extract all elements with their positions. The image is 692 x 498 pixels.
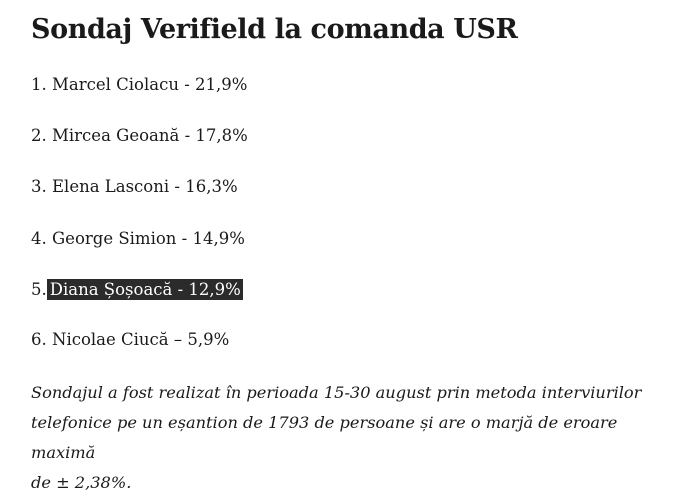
list-item: 1. Marcel Ciolacu - 21,9%: [31, 74, 247, 96]
list-item: 3. Elena Lasconi - 16,3%: [31, 176, 238, 198]
result-number: 6.: [31, 330, 47, 349]
poll-methodology-note: Sondajul a fost realizat în perioada 15-…: [31, 378, 681, 498]
result-number: 4.: [31, 229, 47, 248]
list-item: 2. Mircea Geoană - 17,8%: [31, 125, 248, 147]
result-text: Elena Lasconi - 16,3%: [52, 177, 238, 196]
selected-text-highlight[interactable]: Diana Șoșoacă - 12,9%: [46, 279, 243, 300]
result-text: Marcel Ciolacu - 21,9%: [52, 75, 248, 94]
note-line: de ± 2,38%.: [31, 473, 132, 492]
result-number: 3.: [31, 177, 47, 196]
list-item: 4. George Simion - 14,9%: [31, 228, 245, 250]
result-number: 1.: [31, 75, 47, 94]
article-title: Sondaj Verifield la comanda USR: [31, 14, 518, 45]
note-line: telefonice pe un eșantion de 1793 de per…: [31, 413, 618, 462]
result-number: 5.: [31, 280, 47, 299]
note-line: Sondajul a fost realizat în perioada 15-…: [31, 383, 642, 402]
result-number: 2.: [31, 126, 47, 145]
result-text: Mircea Geoană - 17,8%: [52, 126, 248, 145]
list-item: 6. Nicolae Ciucă – 5,9%: [31, 329, 229, 351]
list-item: 5. Diana Șoșoacă - 12,9%: [31, 279, 243, 301]
result-text: Nicolae Ciucă – 5,9%: [52, 330, 230, 349]
result-text: George Simion - 14,9%: [52, 229, 245, 248]
